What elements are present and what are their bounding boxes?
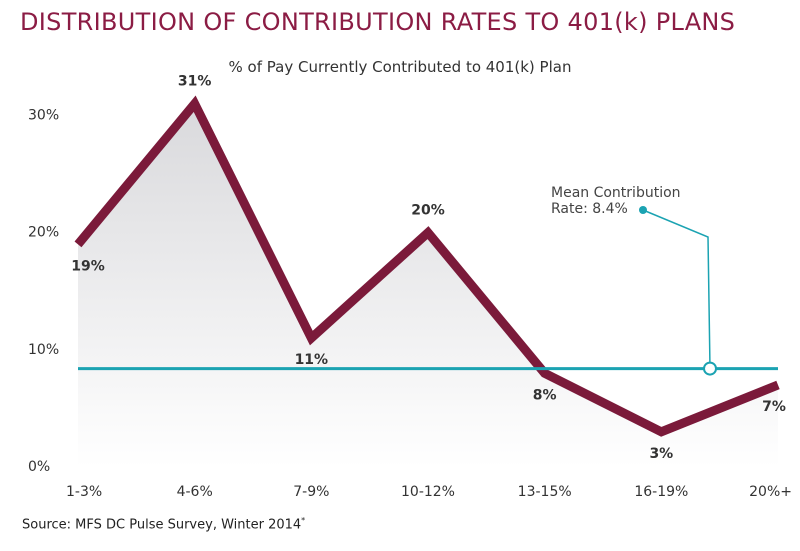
mean-marker	[703, 361, 717, 376]
y-tick-label: 10%	[28, 342, 59, 358]
source-mark: *	[301, 516, 306, 525]
area	[78, 103, 778, 467]
mean-annotation: Mean Contribution Rate: 8.4%	[551, 185, 681, 217]
annotation-dot	[639, 206, 647, 214]
x-tick-label: 16-19%	[634, 484, 688, 500]
source: Source: MFS DC Pulse Survey, Winter 2014…	[22, 516, 305, 532]
value-label: 7%	[762, 399, 786, 415]
chart-subtitle: % of Pay Currently Contributed to 401(k)…	[228, 58, 572, 76]
y-tick-label: 0%	[28, 459, 50, 475]
source-text: Source: MFS DC Pulse Survey, Winter 2014	[22, 517, 302, 533]
value-label: 20%	[411, 203, 445, 219]
value-label: 19%	[71, 258, 105, 274]
value-label: 11%	[295, 352, 329, 368]
x-tick-label: 13-15%	[518, 484, 572, 500]
x-tick-label: 20%+	[749, 484, 792, 500]
x-tick-label: 1-3%	[66, 484, 102, 500]
chart-title: DISTRIBUTION OF CONTRIBUTION RATES TO 40…	[20, 8, 736, 36]
line	[74, 95, 780, 437]
x-tick-label: 4-6%	[177, 484, 213, 500]
value-label: 8%	[533, 387, 557, 403]
y-tick-label: 20%	[28, 225, 59, 241]
value-label: 3%	[649, 446, 673, 462]
y-tick-label: 30%	[28, 107, 59, 123]
annotation-connector	[642, 209, 711, 369]
value-label: 31%	[178, 74, 212, 90]
x-tick-label: 10-12%	[401, 484, 455, 500]
x-tick-label: 7-9%	[293, 484, 329, 500]
